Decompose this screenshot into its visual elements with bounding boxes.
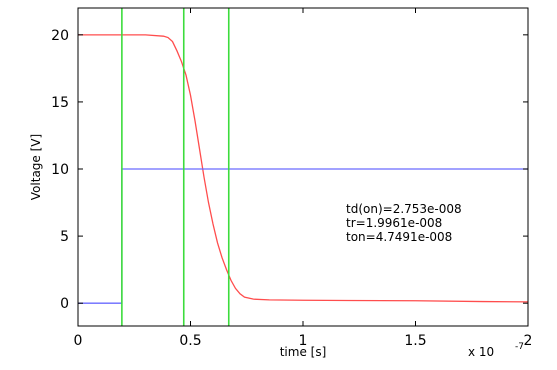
plot-frame xyxy=(77,7,529,327)
y-tick-label-3: 15 xyxy=(51,95,69,111)
annotation-ton: ton=4.7491e-008 xyxy=(346,230,452,244)
y-tick-label-1: 5 xyxy=(60,229,69,245)
x-tick-label-1: 0.5 xyxy=(179,333,201,349)
y-axis-label: Voltage [V] xyxy=(29,134,43,200)
x-tick-label-0: 0 xyxy=(74,333,83,349)
x-tick-label-4: 2 xyxy=(524,333,533,349)
x-multiplier: x 10 xyxy=(468,345,494,359)
series-line-1 xyxy=(78,168,528,304)
x-tick-label-3: 1.5 xyxy=(404,333,426,349)
x-tick-label-2: 1 xyxy=(299,333,308,349)
y-tick-label-2: 10 xyxy=(51,162,69,178)
x-axis-label: time [s] xyxy=(280,345,327,359)
chart-marks xyxy=(78,8,529,326)
annotation-tr: tr=1.9961e-008 xyxy=(346,216,442,230)
y-tick-label-4: 20 xyxy=(51,28,69,44)
series-line-0 xyxy=(78,34,529,303)
x-multiplier-exponent: -7 xyxy=(515,342,524,352)
y-tick-label-0: 0 xyxy=(60,296,69,312)
annotation-td-on: td(on)=2.753e-008 xyxy=(346,202,462,216)
